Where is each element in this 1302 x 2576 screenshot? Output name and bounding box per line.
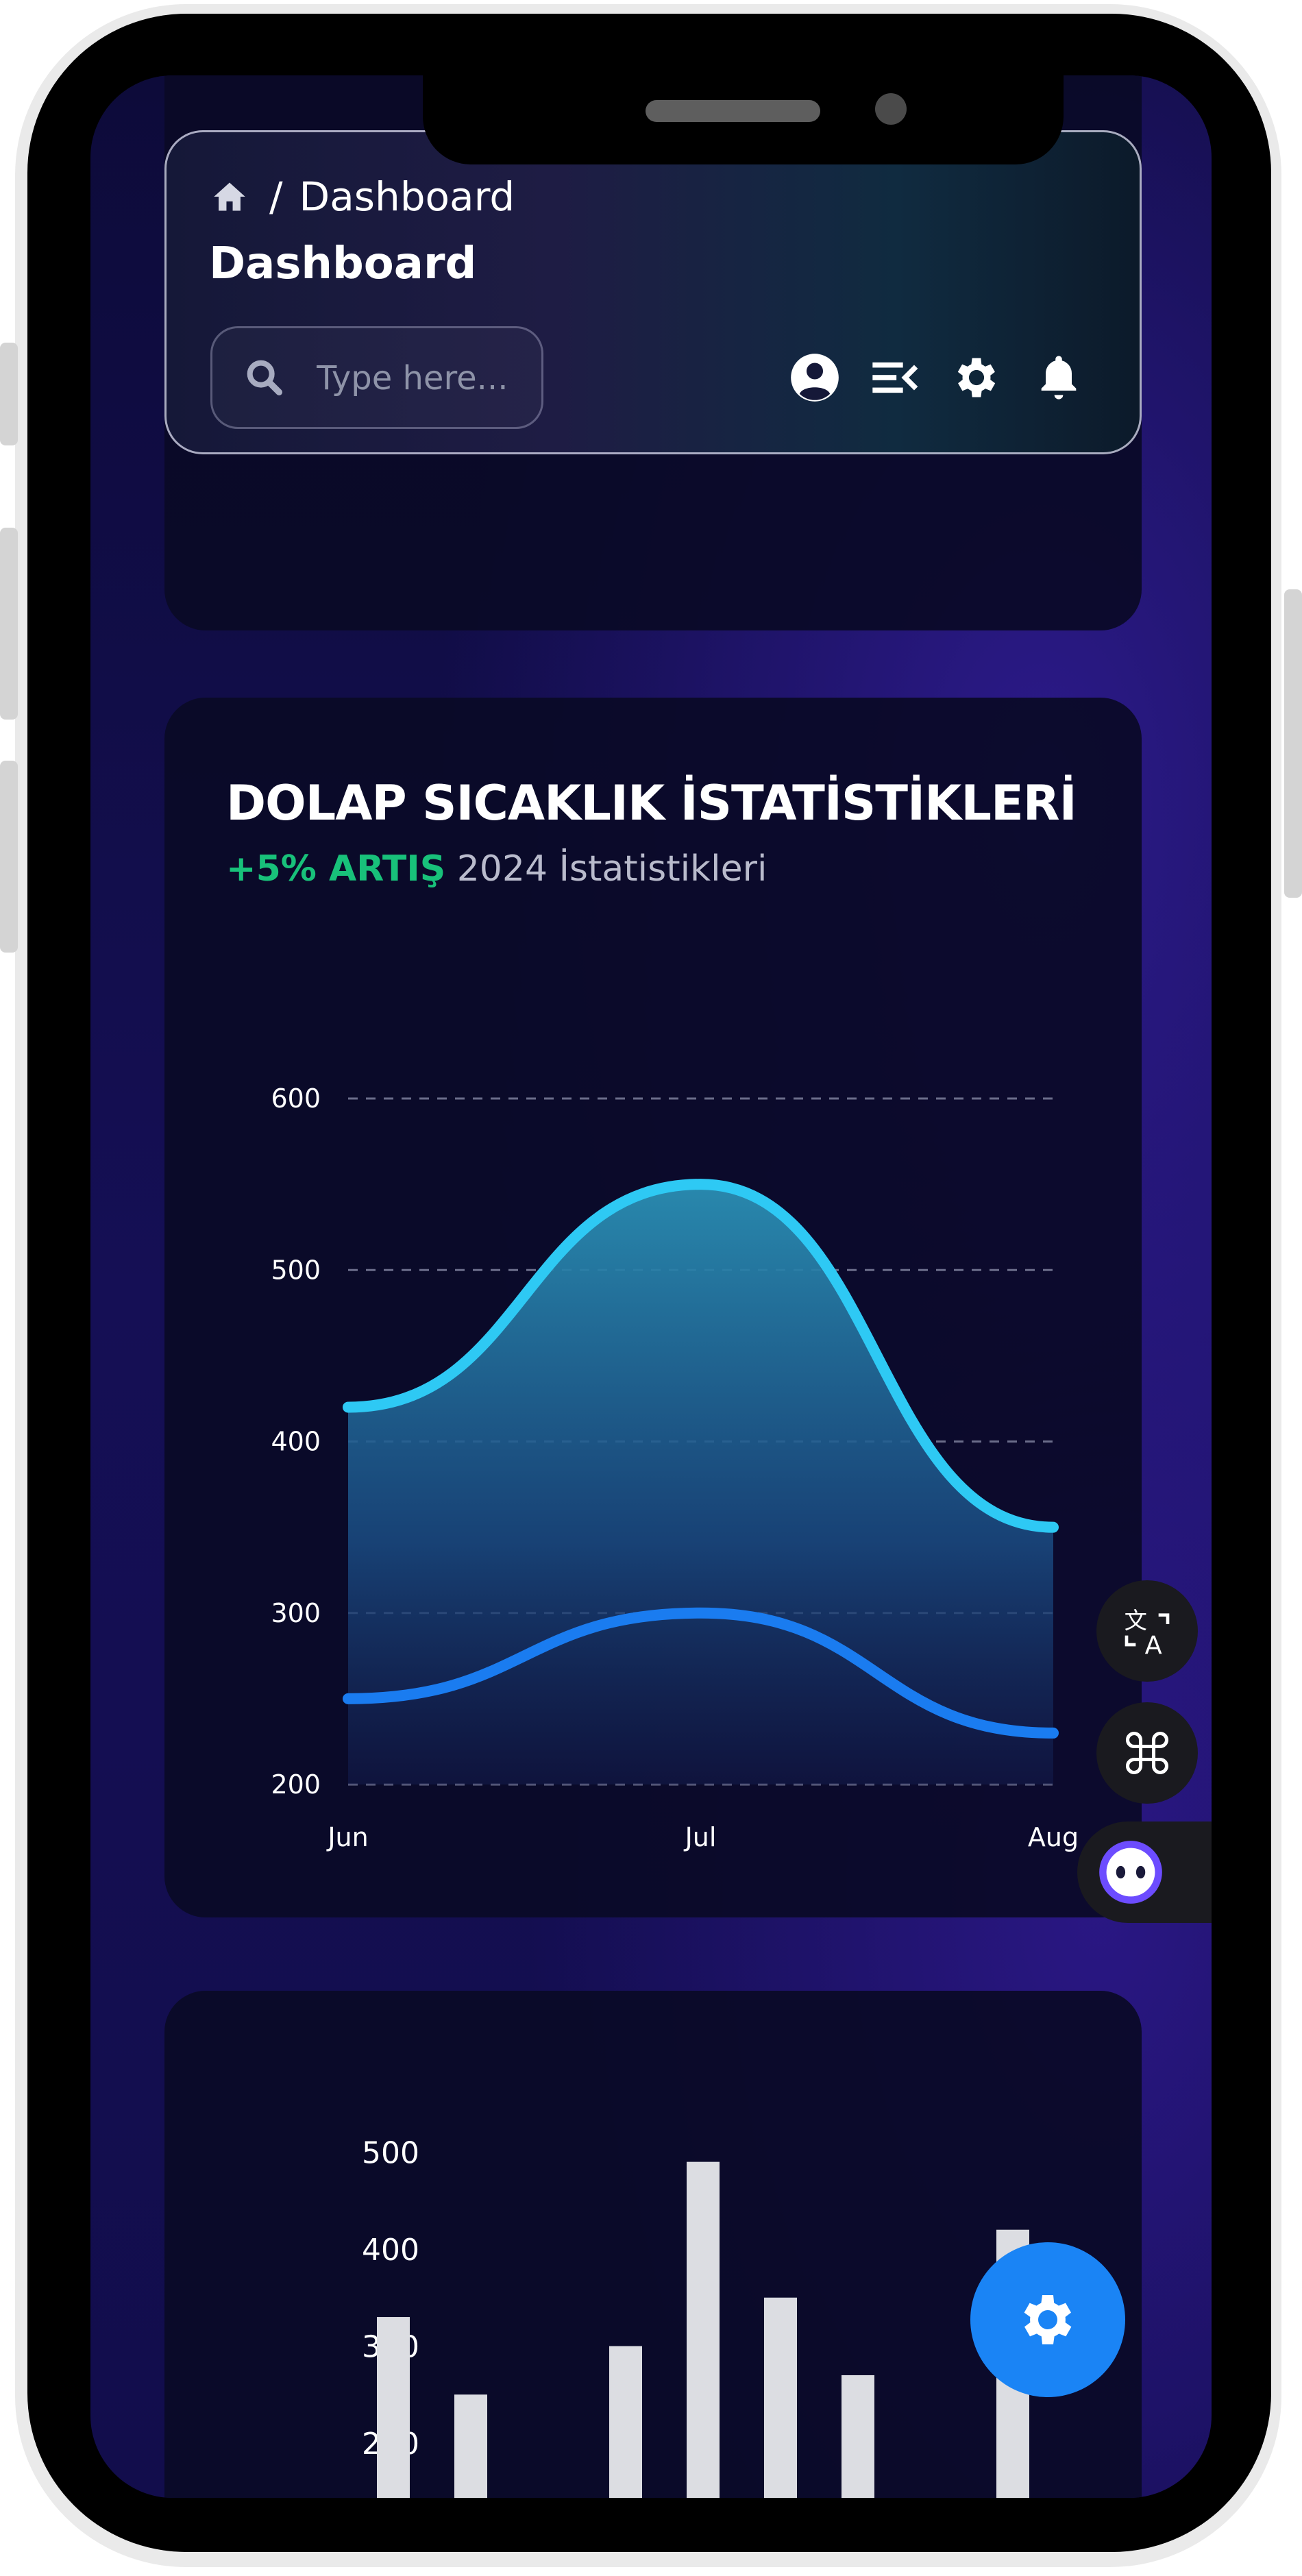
phone-camera <box>875 93 907 125</box>
translate-button[interactable]: 文 A <box>1096 1580 1198 1682</box>
dashboard-header: / Dashboard Dashboard <box>164 130 1142 454</box>
phone-notch <box>423 75 1064 164</box>
phone-power-button <box>1284 589 1302 898</box>
search-box[interactable] <box>210 326 543 429</box>
subtitle-text: 2024 İstatistikleri <box>456 848 767 890</box>
command-icon <box>1125 1731 1169 1775</box>
gear-icon <box>1024 2295 1072 2344</box>
menu-collapse-icon[interactable] <box>868 352 920 404</box>
translate-icon: 文 A <box>1125 1608 1170 1658</box>
phone-volume-down-button <box>0 761 18 953</box>
app-screen: / Dashboard Dashboard DOLAP SICAKLIK İST… <box>90 75 1212 2498</box>
svg-text:A: A <box>1145 1630 1162 1658</box>
page-title: Dashboard <box>209 238 477 289</box>
bar-chart-card <box>164 1991 1142 2498</box>
breadcrumb-current[interactable]: Dashboard <box>299 173 515 220</box>
breadcrumb: / Dashboard <box>210 173 515 220</box>
settings-fab[interactable] <box>970 2242 1125 2397</box>
search-input[interactable] <box>315 356 530 401</box>
assistant-icon <box>1099 1841 1162 1904</box>
temperature-chart-card: DOLAP SICAKLIK İSTATİSTİKLERİ +5% ARTIŞ … <box>164 698 1142 1917</box>
bell-icon[interactable] <box>1033 352 1085 404</box>
gear-icon[interactable] <box>950 352 1003 404</box>
home-icon[interactable] <box>210 180 249 214</box>
user-circle-icon[interactable] <box>789 352 841 404</box>
search-icon <box>247 360 282 395</box>
breadcrumb-separator: / <box>269 173 283 220</box>
assistant-button[interactable] <box>1077 1821 1212 1923</box>
phone-mute-button <box>0 343 18 445</box>
chart-card-subtitle: +5% ARTIŞ 2024 İstatistikleri <box>226 848 767 890</box>
phone-speaker <box>646 100 820 122</box>
increase-badge: +5% ARTIŞ <box>226 848 446 890</box>
svg-text:文: 文 <box>1125 1608 1147 1634</box>
phone-volume-up-button <box>0 528 18 720</box>
command-button[interactable] <box>1096 1702 1198 1804</box>
chart-card-title: DOLAP SICAKLIK İSTATİSTİKLERİ <box>226 775 1077 831</box>
